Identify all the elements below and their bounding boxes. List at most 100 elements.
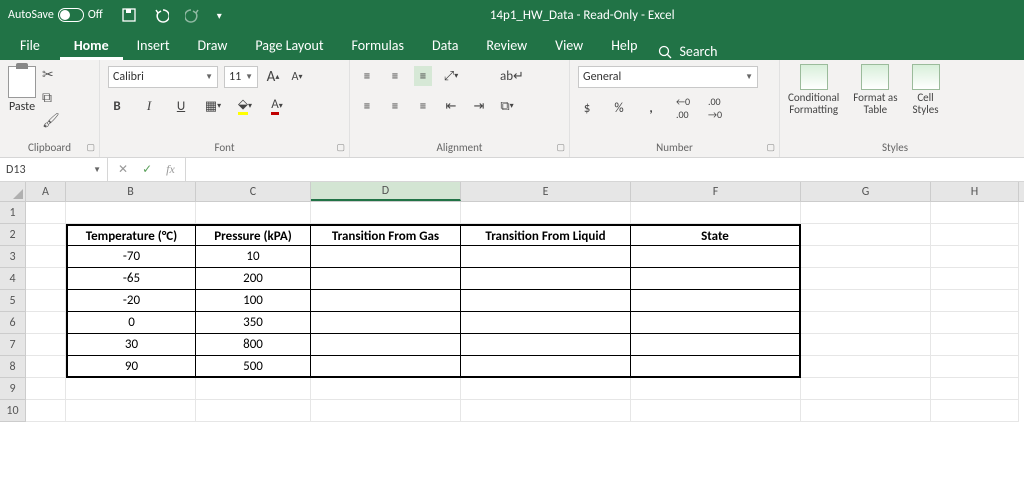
cell[interactable] [26, 290, 66, 312]
percent-icon[interactable]: % [610, 98, 628, 118]
increase-indent-icon[interactable]: ⇥ [470, 96, 488, 116]
tab-file[interactable]: File [14, 31, 60, 60]
cell[interactable]: 350 [196, 312, 311, 334]
cell[interactable] [311, 290, 461, 312]
cell[interactable] [801, 268, 931, 290]
cell[interactable] [26, 202, 66, 224]
col-header[interactable]: C [196, 182, 311, 201]
redo-icon[interactable] [185, 7, 201, 23]
row-header[interactable]: 9 [0, 378, 26, 400]
cell[interactable] [311, 312, 461, 334]
tab-data[interactable]: Data [418, 31, 472, 60]
cell[interactable] [461, 202, 631, 224]
format-as-table-button[interactable]: Format as Table [853, 64, 897, 116]
cell[interactable] [801, 356, 931, 378]
cell[interactable] [631, 268, 801, 290]
underline-button[interactable]: U [172, 96, 190, 116]
undo-icon[interactable] [153, 7, 169, 23]
number-format-combo[interactable]: General▼ [578, 66, 758, 88]
cancel-icon[interactable]: ✕ [118, 162, 128, 177]
tab-help[interactable]: Help [597, 31, 651, 60]
tab-view[interactable]: View [541, 31, 597, 60]
col-header[interactable]: D [311, 182, 461, 201]
cell[interactable] [631, 378, 801, 400]
cell[interactable] [801, 312, 931, 334]
align-right-icon[interactable]: ≡ [414, 96, 432, 116]
shrink-font-icon[interactable]: A▾ [288, 67, 306, 87]
row-header[interactable]: 7 [0, 334, 26, 356]
formula-input[interactable] [186, 158, 1024, 181]
font-launcher-icon[interactable]: ▢ [336, 142, 345, 153]
cell[interactable] [66, 400, 196, 422]
clipboard-launcher-icon[interactable]: ▢ [86, 142, 95, 153]
cell[interactable] [461, 312, 631, 334]
cell[interactable]: State [631, 224, 801, 246]
cell[interactable]: 10 [196, 246, 311, 268]
col-header[interactable]: E [461, 182, 631, 201]
align-top-icon[interactable]: ≡ [358, 66, 376, 86]
cell[interactable]: 500 [196, 356, 311, 378]
cell[interactable] [311, 356, 461, 378]
row-header[interactable]: 4 [0, 268, 26, 290]
bold-button[interactable]: B [108, 96, 126, 116]
search-box[interactable]: Search [657, 43, 717, 60]
font-name-combo[interactable]: Calibri▼ [108, 66, 218, 88]
wrap-text-icon[interactable]: ab↵ [500, 66, 524, 86]
cell[interactable]: 200 [196, 268, 311, 290]
select-all-button[interactable] [0, 182, 26, 201]
col-header[interactable]: G [801, 182, 931, 201]
cell[interactable] [931, 290, 1019, 312]
align-middle-icon[interactable]: ≡ [386, 66, 404, 86]
cell[interactable] [196, 202, 311, 224]
align-center-icon[interactable]: ≡ [386, 96, 404, 116]
row-header[interactable]: 5 [0, 290, 26, 312]
paste-button[interactable]: Paste [8, 64, 36, 114]
decrease-indent-icon[interactable]: ⇤ [442, 96, 460, 116]
cell[interactable] [461, 378, 631, 400]
cell[interactable] [801, 400, 931, 422]
col-header[interactable]: F [631, 182, 801, 201]
cell[interactable]: -65 [66, 268, 196, 290]
row-header[interactable]: 3 [0, 246, 26, 268]
conditional-formatting-button[interactable]: Conditional Formatting [788, 64, 839, 116]
cut-icon[interactable]: ✂ [42, 66, 60, 83]
cell[interactable] [931, 378, 1019, 400]
col-header[interactable]: A [26, 182, 66, 201]
cell[interactable] [931, 356, 1019, 378]
cell[interactable] [461, 400, 631, 422]
align-bottom-icon[interactable]: ≡ [414, 66, 432, 86]
cell[interactable] [26, 268, 66, 290]
font-size-combo[interactable]: 11▼ [224, 66, 258, 88]
col-header[interactable]: B [66, 182, 196, 201]
cell[interactable] [461, 268, 631, 290]
format-painter-icon[interactable]: 🖌 [42, 112, 60, 129]
cell[interactable] [26, 400, 66, 422]
cell[interactable]: Temperature (°C) [66, 224, 196, 246]
cell[interactable]: Transition From Gas [311, 224, 461, 246]
row-header[interactable]: 2 [0, 224, 26, 246]
cell[interactable] [461, 334, 631, 356]
cell[interactable] [311, 246, 461, 268]
fill-color-icon[interactable]: ⬙▾ [236, 96, 254, 116]
align-left-icon[interactable]: ≡ [358, 96, 376, 116]
cell[interactable] [66, 378, 196, 400]
cell[interactable] [631, 202, 801, 224]
font-color-icon[interactable]: A▾ [268, 96, 286, 116]
tab-page-layout[interactable]: Page Layout [241, 31, 337, 60]
qat-dropdown-icon[interactable]: ▾ [217, 9, 222, 22]
cell[interactable]: 30 [66, 334, 196, 356]
cell[interactable] [26, 312, 66, 334]
row-header[interactable]: 8 [0, 356, 26, 378]
cell[interactable] [311, 268, 461, 290]
cell[interactable] [631, 334, 801, 356]
cell[interactable] [461, 246, 631, 268]
tab-draw[interactable]: Draw [184, 31, 242, 60]
italic-button[interactable]: I [140, 96, 158, 116]
cell[interactable] [631, 356, 801, 378]
borders-icon[interactable]: ▦▾ [204, 96, 222, 116]
row-header[interactable]: 6 [0, 312, 26, 334]
cell[interactable] [931, 400, 1019, 422]
cell[interactable] [196, 378, 311, 400]
cell[interactable] [801, 224, 931, 246]
cell[interactable]: 0 [66, 312, 196, 334]
